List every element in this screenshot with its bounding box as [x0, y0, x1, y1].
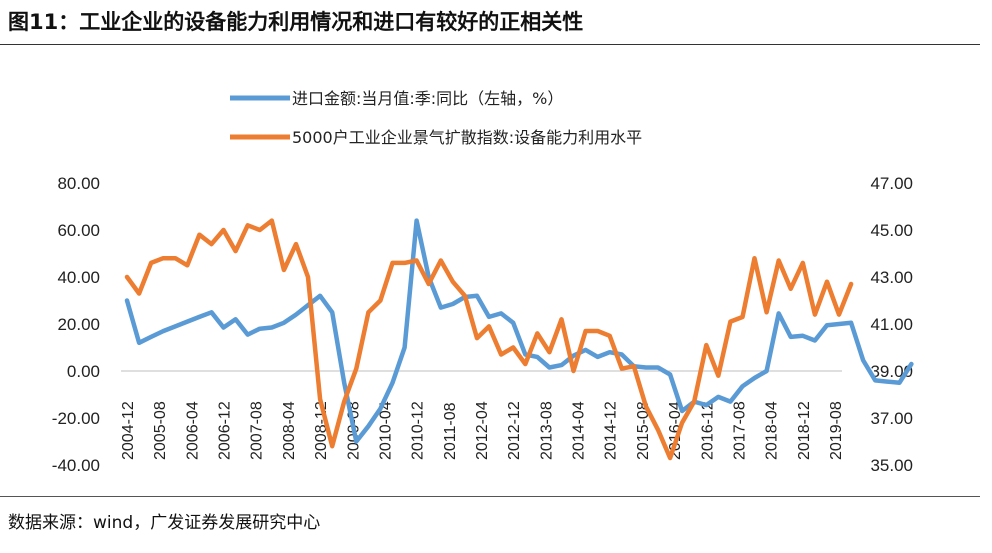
x-tick-label: 2010-04: [377, 401, 394, 460]
left-tick-label: 0.00: [67, 362, 100, 381]
right-tick-label: 43.00: [870, 268, 913, 287]
x-tick-label: 2014-12: [603, 401, 620, 460]
x-tick-label: 2014-04: [571, 401, 588, 460]
right-tick-label: 45.00: [870, 221, 913, 240]
x-axis-ticks: 2004-12 2005-08 2006-04 2006-12 2007-08 2008-…: [120, 401, 845, 460]
left-tick-label: 60.00: [57, 221, 100, 240]
x-tick-label: 2010-12: [410, 401, 427, 460]
x-tick-label: 2007-08: [249, 401, 266, 460]
left-tick-label: 20.00: [57, 315, 100, 334]
series-line-capacity: [124, 218, 854, 461]
legend: 进口金额:当月值:季:同比（左轴，%） 5000户工业企业景气扩散指数:设备能力…: [230, 89, 642, 147]
x-tick-label: 2017-08: [731, 401, 748, 460]
x-tick-label: 2012-12: [506, 401, 523, 460]
x-tick-label: 2016-04: [667, 401, 684, 460]
x-tick-label: 2011-08: [442, 402, 459, 460]
left-tick-label: 40.00: [57, 268, 100, 287]
legend-label-import: 进口金额:当月值:季:同比（左轴，%）: [292, 89, 563, 108]
x-tick-label: 2015-08: [635, 401, 652, 460]
x-tick-label: 2019-08: [828, 401, 845, 460]
source-note: 数据来源：wind，广发证券发展研究中心: [8, 513, 321, 533]
title-underline: [0, 44, 980, 45]
series-layer: [124, 218, 914, 461]
source-divider: [0, 496, 980, 497]
x-tick-label: 2013-08: [538, 401, 555, 460]
right-tick-label: 41.00: [870, 315, 913, 334]
figure-title: 图11：工业企业的设备能力利用情况和进口有较好的正相关性: [8, 10, 584, 34]
left-tick-label: -20.00: [52, 409, 100, 428]
x-tick-label: 2005-08: [152, 401, 169, 460]
series-line-import: [124, 218, 914, 444]
x-tick-label: 2006-12: [217, 401, 234, 460]
left-tick-label: 80.00: [57, 174, 100, 193]
left-tick-label: -40.00: [52, 456, 100, 475]
x-tick-label: 2008-04: [281, 401, 298, 460]
x-tick-label: 2018-12: [796, 401, 813, 460]
x-tick-label: 2016-12: [699, 401, 716, 460]
x-tick-label: 2012-04: [474, 401, 491, 460]
left-axis-ticks: 80.00 60.00 40.00 20.00 0.00 -20.00 -40.00: [52, 174, 100, 475]
x-tick-label: 2006-04: [184, 401, 201, 460]
right-tick-label: 37.00: [870, 409, 913, 428]
right-tick-label: 47.00: [870, 174, 913, 193]
x-tick-label: 2004-12: [120, 401, 137, 460]
right-tick-label: 35.00: [870, 456, 913, 475]
legend-label-capacity: 5000户工业企业景气扩散指数:设备能力利用水平: [292, 128, 642, 147]
x-tick-label: 2018-04: [764, 401, 781, 460]
